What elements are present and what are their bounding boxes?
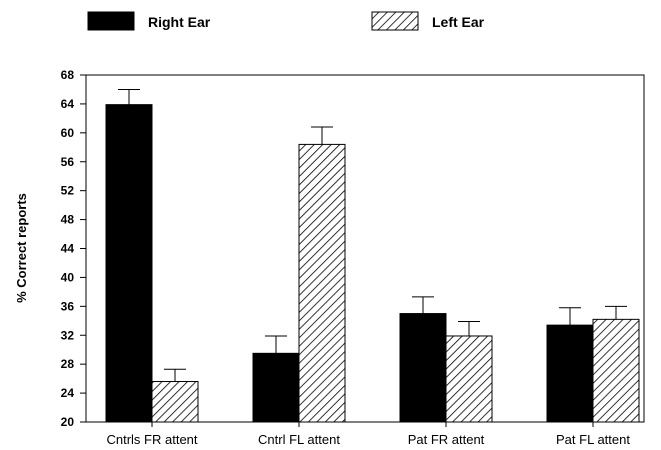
y-tick-label: 64: [61, 97, 75, 111]
y-tick-label: 28: [61, 357, 75, 371]
bar-right-ear: [252, 352, 300, 423]
x-category-label: Cntrl FL attent: [258, 432, 340, 447]
legend-label-right-ear: Right Ear: [148, 14, 211, 30]
x-axis-labels: Cntrls FR attent Cntrl FL attent Pat FR at…: [106, 422, 630, 447]
x-category-label: Pat FL attent: [556, 432, 630, 447]
y-axis-title: % Correct reports: [14, 193, 29, 303]
y-tick-label: 40: [61, 270, 75, 284]
legend-swatch-right-ear: [87, 11, 135, 31]
legend-label-left-ear: Left Ear: [432, 14, 485, 30]
legend: Right Ear Left Ear: [87, 11, 485, 31]
y-tick-label: 60: [61, 126, 75, 140]
bar-right-ear: [105, 104, 153, 423]
bar-left-ear: [151, 381, 199, 423]
x-category-label: Pat FR attent: [408, 432, 485, 447]
y-tick-label: 56: [61, 155, 75, 169]
x-category-label: Cntrls FR attent: [106, 432, 197, 447]
bar-left-ear: [298, 143, 346, 423]
bars: [105, 104, 640, 423]
y-tick-label: 68: [61, 68, 75, 82]
bar-right-ear: [546, 324, 594, 423]
y-axis-ticks: 20 24 28 32 36 40 44 48 52 56 60 64 68: [61, 68, 86, 429]
y-tick-label: 48: [61, 213, 75, 227]
y-tick-label: 24: [61, 386, 75, 400]
error-bars: [118, 88, 627, 382]
bar-right-ear: [399, 313, 447, 423]
y-tick-label: 32: [61, 328, 75, 342]
bar-left-ear: [445, 335, 493, 423]
legend-swatch-left-ear: [371, 11, 419, 31]
bar-left-ear: [592, 318, 640, 423]
y-tick-label: 44: [61, 242, 75, 256]
y-tick-label: 20: [61, 415, 75, 429]
y-tick-label: 52: [61, 184, 75, 198]
y-tick-label: 36: [61, 299, 75, 313]
